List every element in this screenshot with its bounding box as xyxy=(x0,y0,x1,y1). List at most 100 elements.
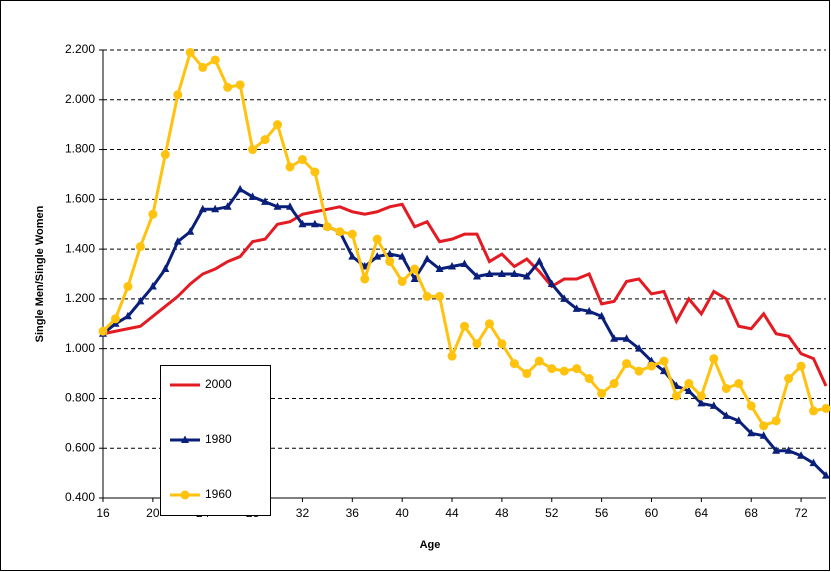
point xyxy=(809,458,818,467)
point xyxy=(671,391,681,401)
legend-marker xyxy=(180,490,190,500)
legend-label: 2000 xyxy=(205,377,232,391)
point xyxy=(410,274,419,282)
y-tick-label: 2.000 xyxy=(65,92,95,106)
point xyxy=(160,150,170,160)
point xyxy=(273,120,283,130)
point xyxy=(310,219,319,228)
point xyxy=(148,281,157,290)
point xyxy=(809,406,819,416)
point xyxy=(585,306,594,315)
point xyxy=(460,321,469,331)
point xyxy=(684,386,693,394)
point xyxy=(136,296,145,305)
point xyxy=(98,326,108,336)
point xyxy=(460,259,469,268)
y-tick-label: 1.600 xyxy=(65,192,95,206)
point xyxy=(435,264,444,273)
x-tick-label: 64 xyxy=(695,506,709,520)
point xyxy=(696,391,706,401)
point xyxy=(310,167,320,177)
legend-label: 1980 xyxy=(205,432,232,446)
point xyxy=(497,339,507,349)
point xyxy=(684,379,694,389)
point xyxy=(335,227,345,237)
y-tick-label: 1.800 xyxy=(65,142,95,156)
point xyxy=(734,416,743,424)
x-tick-label: 20 xyxy=(146,506,160,520)
point xyxy=(185,47,195,57)
point xyxy=(173,90,183,100)
x-tick-label: 36 xyxy=(346,506,360,520)
point xyxy=(497,269,506,277)
point xyxy=(759,431,768,439)
point xyxy=(261,197,270,205)
point xyxy=(572,304,581,312)
point xyxy=(709,354,719,364)
point xyxy=(385,257,395,267)
x-tick-label: 56 xyxy=(595,506,609,520)
point xyxy=(397,276,407,286)
point xyxy=(484,319,494,329)
x-tick-label: 40 xyxy=(395,506,409,520)
point xyxy=(797,451,806,459)
point xyxy=(210,55,220,65)
point xyxy=(372,234,382,244)
point xyxy=(697,398,706,407)
point xyxy=(447,351,457,361)
y-tick-label: 0.400 xyxy=(65,490,95,504)
point xyxy=(747,428,756,437)
point xyxy=(772,446,781,454)
point xyxy=(659,366,668,375)
y-tick-label: 1.400 xyxy=(65,241,95,255)
point xyxy=(285,202,294,210)
series-line xyxy=(102,202,828,387)
point xyxy=(472,271,481,280)
point xyxy=(622,359,632,369)
point xyxy=(273,202,282,210)
point xyxy=(148,209,158,219)
point xyxy=(186,227,195,235)
legend: 2000 1980 1960 xyxy=(160,365,271,516)
point xyxy=(423,254,432,263)
point xyxy=(485,269,494,277)
point xyxy=(722,411,731,419)
point xyxy=(634,366,644,376)
point xyxy=(223,82,233,92)
y-tick-label: 0.600 xyxy=(65,440,95,454)
y-tick-label: 0.800 xyxy=(65,391,95,405)
point xyxy=(297,155,307,165)
point xyxy=(522,369,532,379)
point xyxy=(534,356,544,366)
point xyxy=(110,314,120,324)
point xyxy=(522,271,531,280)
point xyxy=(597,311,606,320)
point xyxy=(721,383,731,393)
point xyxy=(709,401,718,409)
x-tick-label: 48 xyxy=(495,506,509,520)
x-tick-label: 60 xyxy=(645,506,659,520)
x-tick-label: 44 xyxy=(445,506,459,520)
point xyxy=(422,291,432,301)
point xyxy=(547,364,557,374)
point xyxy=(198,204,207,213)
point xyxy=(635,344,644,352)
point xyxy=(622,334,631,342)
point xyxy=(472,339,482,349)
x-tick-label: 72 xyxy=(794,506,808,520)
y-tick-label: 1.000 xyxy=(65,341,95,355)
point xyxy=(796,361,806,371)
point xyxy=(360,274,370,284)
point xyxy=(223,202,232,210)
point xyxy=(135,242,145,252)
y-tick-label: 2.200 xyxy=(65,42,95,56)
point xyxy=(659,356,669,366)
point xyxy=(211,204,220,213)
point xyxy=(322,222,332,232)
x-axis-label: Age xyxy=(420,539,441,551)
point xyxy=(821,403,831,413)
point xyxy=(784,374,794,384)
y-axis-label: Single Men/Single Women xyxy=(34,205,46,342)
x-tick-label: 16 xyxy=(96,506,110,520)
